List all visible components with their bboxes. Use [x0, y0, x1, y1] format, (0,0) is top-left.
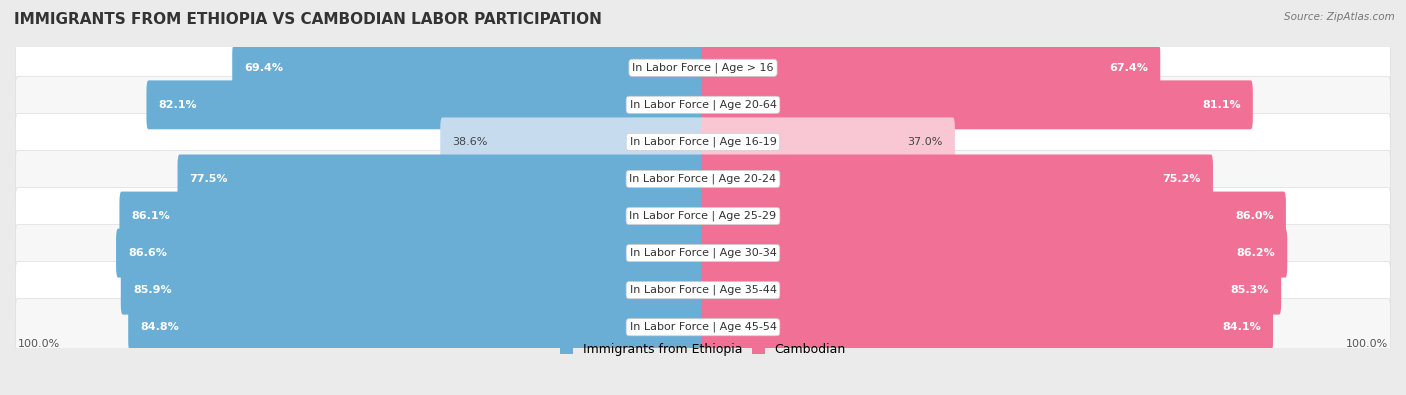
FancyBboxPatch shape	[146, 81, 704, 129]
Text: 100.0%: 100.0%	[17, 339, 59, 349]
FancyBboxPatch shape	[15, 39, 1391, 96]
Text: 100.0%: 100.0%	[1347, 339, 1389, 349]
Text: 81.1%: 81.1%	[1202, 100, 1240, 110]
Text: 84.8%: 84.8%	[141, 322, 179, 332]
Text: 85.3%: 85.3%	[1230, 285, 1270, 295]
FancyBboxPatch shape	[15, 76, 1391, 134]
Text: IMMIGRANTS FROM ETHIOPIA VS CAMBODIAN LABOR PARTICIPATION: IMMIGRANTS FROM ETHIOPIA VS CAMBODIAN LA…	[14, 12, 602, 27]
Text: 69.4%: 69.4%	[245, 63, 284, 73]
Text: 85.9%: 85.9%	[134, 285, 172, 295]
FancyBboxPatch shape	[15, 261, 1391, 319]
FancyBboxPatch shape	[117, 229, 704, 278]
Text: In Labor Force | Age 20-64: In Labor Force | Age 20-64	[630, 100, 776, 110]
Text: In Labor Force | Age 25-29: In Labor Force | Age 25-29	[630, 211, 776, 221]
FancyBboxPatch shape	[702, 192, 1286, 241]
FancyBboxPatch shape	[15, 224, 1391, 282]
Text: 84.1%: 84.1%	[1222, 322, 1261, 332]
Text: 77.5%: 77.5%	[190, 174, 228, 184]
Text: In Labor Force | Age 45-54: In Labor Force | Age 45-54	[630, 322, 776, 333]
Text: 86.0%: 86.0%	[1234, 211, 1274, 221]
Text: In Labor Force | Age 20-24: In Labor Force | Age 20-24	[630, 174, 776, 184]
Text: 86.2%: 86.2%	[1236, 248, 1275, 258]
Text: 75.2%: 75.2%	[1163, 174, 1201, 184]
FancyBboxPatch shape	[128, 303, 704, 352]
FancyBboxPatch shape	[702, 117, 955, 166]
Text: In Labor Force | Age > 16: In Labor Force | Age > 16	[633, 62, 773, 73]
FancyBboxPatch shape	[702, 229, 1288, 278]
FancyBboxPatch shape	[177, 154, 704, 203]
FancyBboxPatch shape	[15, 299, 1391, 356]
FancyBboxPatch shape	[232, 43, 704, 92]
FancyBboxPatch shape	[440, 117, 704, 166]
Text: In Labor Force | Age 35-44: In Labor Force | Age 35-44	[630, 285, 776, 295]
FancyBboxPatch shape	[702, 266, 1281, 314]
FancyBboxPatch shape	[15, 188, 1391, 245]
Text: In Labor Force | Age 30-34: In Labor Force | Age 30-34	[630, 248, 776, 258]
FancyBboxPatch shape	[702, 81, 1253, 129]
FancyBboxPatch shape	[15, 113, 1391, 171]
Text: 86.1%: 86.1%	[132, 211, 170, 221]
Legend: Immigrants from Ethiopia, Cambodian: Immigrants from Ethiopia, Cambodian	[555, 338, 851, 361]
Text: 82.1%: 82.1%	[159, 100, 197, 110]
FancyBboxPatch shape	[702, 303, 1272, 352]
FancyBboxPatch shape	[121, 266, 704, 314]
FancyBboxPatch shape	[702, 43, 1160, 92]
Text: 67.4%: 67.4%	[1109, 63, 1149, 73]
FancyBboxPatch shape	[120, 192, 704, 241]
Text: Source: ZipAtlas.com: Source: ZipAtlas.com	[1284, 12, 1395, 22]
Text: In Labor Force | Age 16-19: In Labor Force | Age 16-19	[630, 137, 776, 147]
FancyBboxPatch shape	[702, 154, 1213, 203]
Text: 37.0%: 37.0%	[907, 137, 943, 147]
Text: 86.6%: 86.6%	[128, 248, 167, 258]
Text: 38.6%: 38.6%	[453, 137, 488, 147]
FancyBboxPatch shape	[15, 150, 1391, 207]
